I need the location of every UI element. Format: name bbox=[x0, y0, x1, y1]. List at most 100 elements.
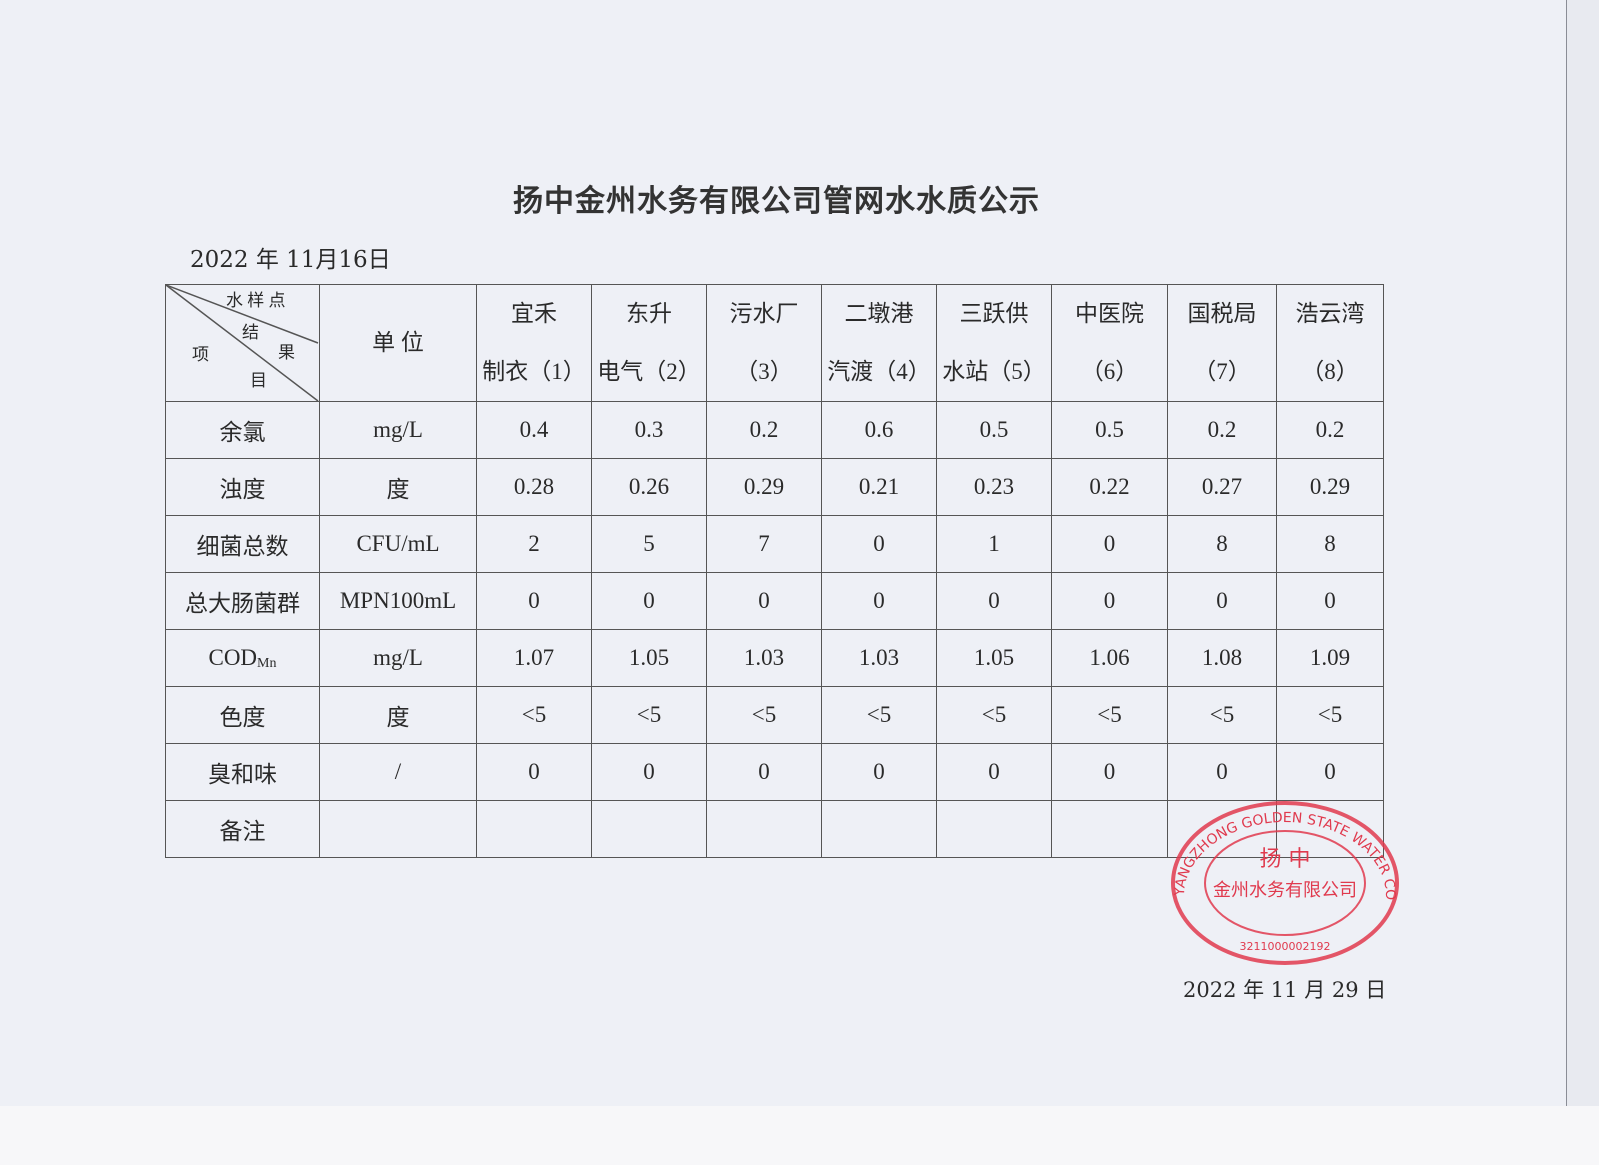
value-cell: <5 bbox=[706, 686, 822, 744]
value-cell: 0.26 bbox=[591, 458, 707, 516]
value-cell: 0 bbox=[1051, 515, 1168, 573]
value-cell: 0.23 bbox=[936, 458, 1052, 516]
page-title: 扬中金州水务有限公司管网水水质公示 bbox=[513, 184, 1040, 219]
value-cell: 0.2 bbox=[706, 401, 822, 459]
value-cell: 0 bbox=[1051, 572, 1168, 630]
value-cell: 0.6 bbox=[821, 401, 937, 459]
value-cell: 0.22 bbox=[1051, 458, 1168, 516]
value-cell: 5 bbox=[591, 515, 707, 573]
site-header-line: （7） bbox=[1193, 359, 1251, 384]
value-cell bbox=[706, 800, 822, 858]
site-header-line: 制衣（1） bbox=[482, 359, 586, 384]
site-header-line: （8） bbox=[1301, 359, 1359, 384]
value-cell bbox=[1051, 800, 1168, 858]
diagonal-lines bbox=[166, 285, 319, 401]
unit-cell: CFU/mL bbox=[319, 515, 477, 573]
value-cell: <5 bbox=[1051, 686, 1168, 744]
value-cell: 0 bbox=[706, 743, 822, 801]
value-cell: 0 bbox=[821, 515, 937, 573]
value-cell bbox=[821, 800, 937, 858]
item-cell: 备注 bbox=[165, 800, 320, 858]
value-cell: 1.09 bbox=[1276, 629, 1384, 687]
site-header-line: 三跃供 bbox=[959, 301, 1029, 326]
value-cell: 0.29 bbox=[1276, 458, 1384, 516]
scan-edge bbox=[1566, 0, 1599, 1165]
unit-cell: 度 bbox=[319, 686, 477, 744]
site-header-line: 宜禾 bbox=[511, 301, 557, 326]
site-header-line: 国税局 bbox=[1187, 301, 1257, 326]
value-cell: 0 bbox=[476, 743, 592, 801]
value-cell: 0 bbox=[1167, 743, 1277, 801]
value-cell: 0 bbox=[1276, 572, 1384, 630]
value-cell: <5 bbox=[476, 686, 592, 744]
value-cell: 0.28 bbox=[476, 458, 592, 516]
value-cell: 0.4 bbox=[476, 401, 592, 459]
item-cell: CODMn bbox=[165, 629, 320, 687]
value-cell: 0.5 bbox=[1051, 401, 1168, 459]
company-seal: YANGZHONG GOLDEN STATE WATER CO.,LTD. 扬 … bbox=[1170, 800, 1399, 965]
table-row: 余氯 mg/L 0.4 0.3 0.2 0.6 0.5 0.5 0.2 0.2 bbox=[165, 401, 1384, 459]
site-header-line: 电气（2） bbox=[597, 359, 701, 384]
corner-item-label-2: 目 bbox=[250, 371, 267, 390]
value-cell: 0.3 bbox=[591, 401, 707, 459]
value-cell: 0 bbox=[821, 572, 937, 630]
value-cell: <5 bbox=[936, 686, 1052, 744]
unit-cell: / bbox=[319, 743, 477, 801]
site-header: 浩云湾 （8） bbox=[1276, 284, 1384, 402]
corner-result-label-2: 果 bbox=[278, 343, 295, 362]
site-header-line: 二墩港 bbox=[844, 301, 914, 326]
site-header: 国税局 （7） bbox=[1167, 284, 1277, 402]
item-name: 余氯 bbox=[219, 420, 266, 445]
unit-header: 单 位 bbox=[319, 284, 477, 402]
site-header: 东升 电气（2） bbox=[591, 284, 707, 402]
value-cell bbox=[476, 800, 592, 858]
item-cell: 细菌总数 bbox=[165, 515, 320, 573]
value-cell bbox=[936, 800, 1052, 858]
value-cell: 1.07 bbox=[476, 629, 592, 687]
value-cell: 1 bbox=[936, 515, 1052, 573]
value-cell: 0.5 bbox=[936, 401, 1052, 459]
value-cell: 8 bbox=[1167, 515, 1277, 573]
item-subscript: Mn bbox=[257, 655, 277, 671]
value-cell: 0 bbox=[1276, 743, 1384, 801]
value-cell: 1.05 bbox=[591, 629, 707, 687]
site-header: 污水厂 （3） bbox=[706, 284, 822, 402]
value-cell: 2 bbox=[476, 515, 592, 573]
value-cell: 1.03 bbox=[706, 629, 822, 687]
seal-line-2: 金州水务有限公司 bbox=[1213, 880, 1357, 901]
corner-item-label-1: 项 bbox=[192, 345, 209, 364]
sign-date: 2022 年 11 月 29 日 bbox=[1183, 978, 1387, 1002]
table-row: 色度度 <5 <5 <5 <5 <5 <5 <5 <5 bbox=[165, 686, 1384, 744]
site-header-line: （3） bbox=[735, 359, 793, 384]
unit-cell: MPN100mL bbox=[319, 572, 477, 630]
value-cell: 0.2 bbox=[1167, 401, 1277, 459]
item-name: 细菌总数 bbox=[196, 534, 289, 559]
site-header: 三跃供 水站（5） bbox=[936, 284, 1052, 402]
value-cell: <5 bbox=[591, 686, 707, 744]
value-cell: 0 bbox=[1167, 572, 1277, 630]
item-name: 备注 bbox=[219, 819, 266, 844]
corner-result-label-1: 结 bbox=[242, 323, 259, 342]
scan-edge-bottom bbox=[0, 1106, 1599, 1165]
value-cell: 0 bbox=[1051, 743, 1168, 801]
value-cell: 0 bbox=[591, 572, 707, 630]
value-cell: 7 bbox=[706, 515, 822, 573]
value-cell: 0 bbox=[706, 572, 822, 630]
value-cell: 1.05 bbox=[936, 629, 1052, 687]
item-cell: 色度 bbox=[165, 686, 320, 744]
table-row: 臭和味/0 0 0 0 0 0 0 0 bbox=[165, 743, 1384, 801]
item-cell: 总大肠菌群 bbox=[165, 572, 320, 630]
item-name: COD bbox=[208, 644, 258, 670]
table-row: 备注 bbox=[165, 800, 1384, 858]
item-name: 臭和味 bbox=[208, 762, 277, 787]
value-cell: <5 bbox=[821, 686, 937, 744]
report-date: 2022 年 11月16日 bbox=[190, 247, 391, 273]
item-name: 色度 bbox=[219, 705, 266, 730]
seal-number: 3211000002192 bbox=[1240, 940, 1331, 953]
unit-cell bbox=[319, 800, 477, 858]
value-cell: 0 bbox=[591, 743, 707, 801]
item-cell: 浊度 bbox=[165, 458, 320, 516]
value-cell bbox=[591, 800, 707, 858]
value-cell: 0.29 bbox=[706, 458, 822, 516]
item-cell: 余氯 bbox=[165, 401, 320, 459]
